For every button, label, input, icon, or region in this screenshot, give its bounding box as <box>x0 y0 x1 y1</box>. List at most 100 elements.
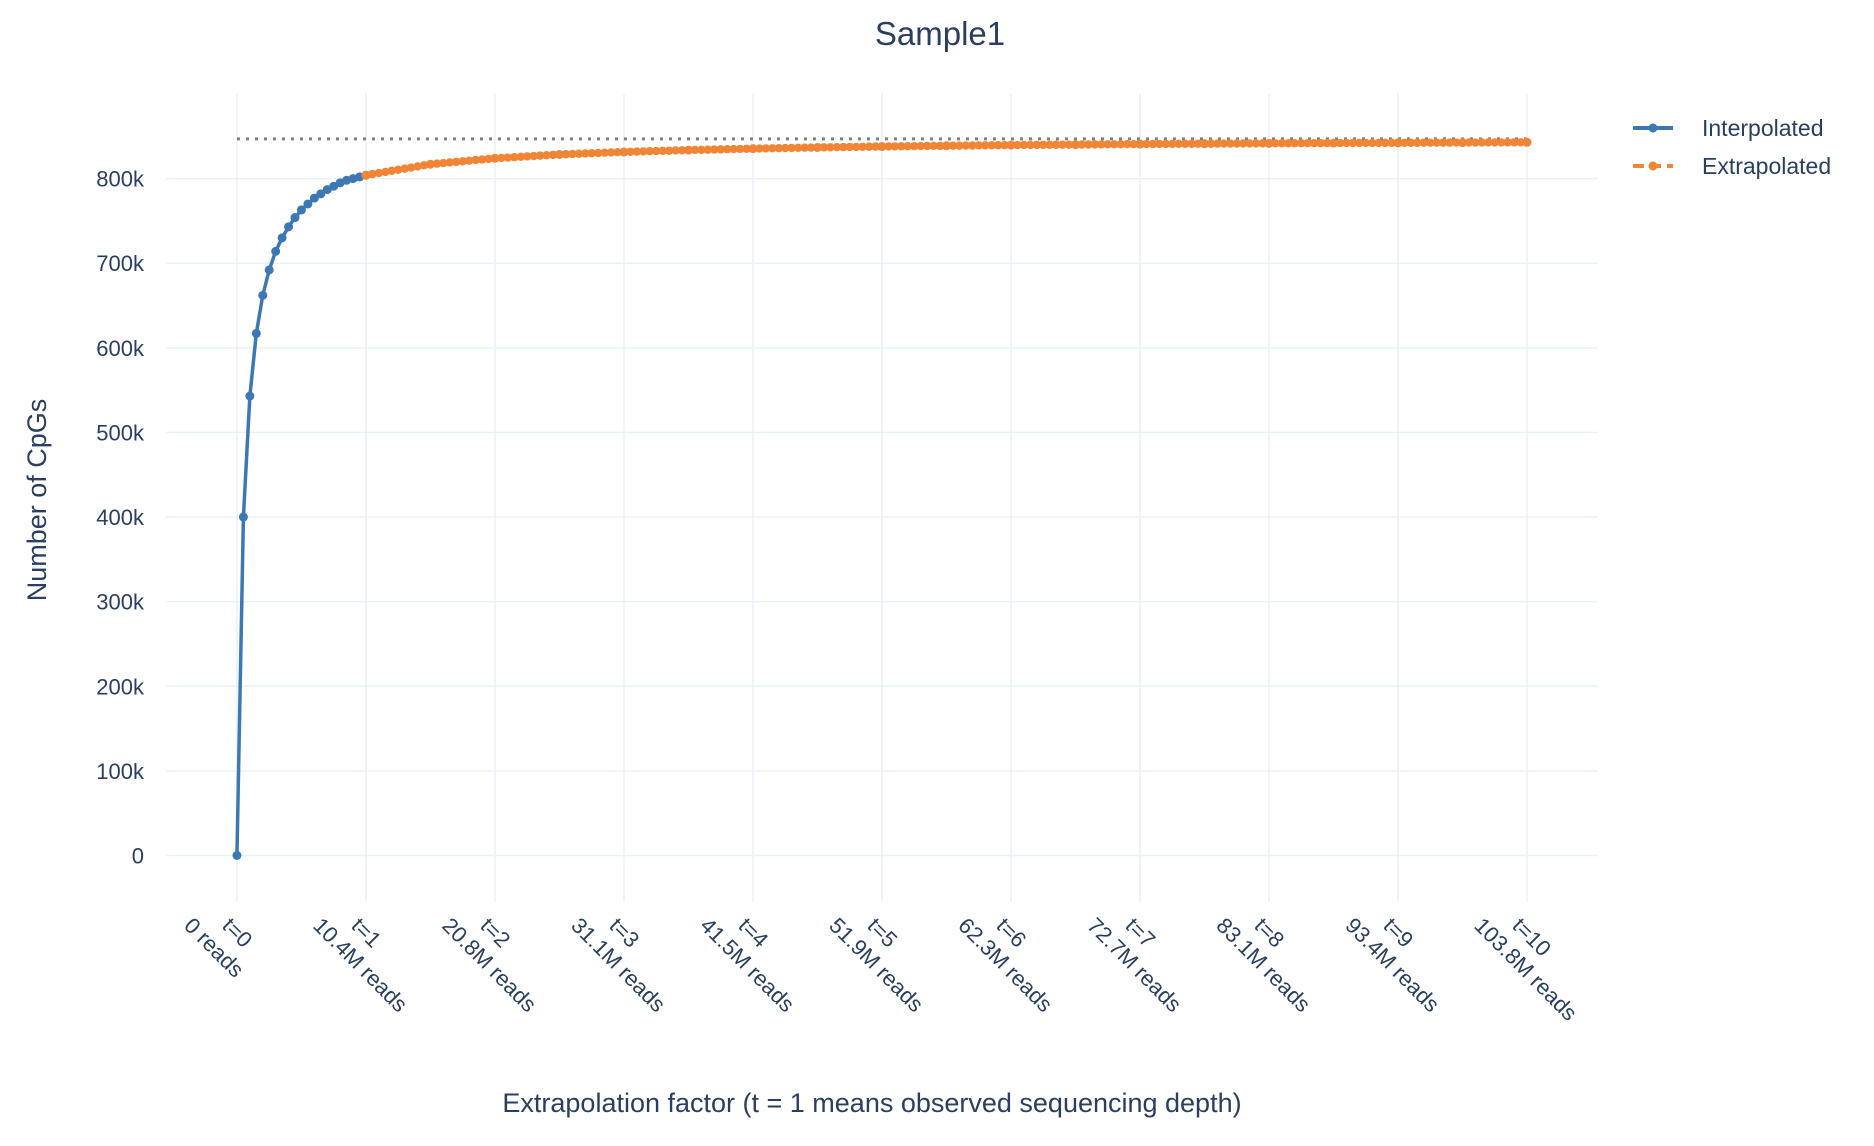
extrapolated-marker <box>987 141 996 150</box>
legend-item-extrapolated[interactable]: Extrapolated <box>1633 153 1831 179</box>
data-point[interactable] <box>296 205 306 215</box>
data-point[interactable] <box>425 159 435 169</box>
extrapolated-marker <box>1322 138 1332 148</box>
extrapolated-marker <box>1226 139 1235 148</box>
x-axis-ticks: t=00 reads t=110.4M reads t=220.8M reads t=… <box>179 913 1582 1026</box>
extrapolated-marker <box>1432 138 1441 147</box>
extrapolated-marker <box>690 145 700 155</box>
extrapolated-marker <box>1193 139 1203 148</box>
data-point[interactable] <box>1264 138 1274 148</box>
data-point[interactable] <box>245 391 255 401</box>
y-tick-label: 600k <box>96 336 145 361</box>
extrapolated-marker <box>864 142 874 151</box>
extrapolated-marker <box>710 145 719 154</box>
extrapolated-marker <box>1426 138 1435 147</box>
extrapolated-marker <box>406 163 416 172</box>
data-point[interactable] <box>1135 139 1145 149</box>
extrapolated-marker <box>897 142 906 151</box>
data-point[interactable] <box>303 199 313 209</box>
data-point[interactable] <box>1458 138 1468 148</box>
y-axis-title: Number of CpGs <box>22 399 52 602</box>
data-point[interactable] <box>251 328 261 338</box>
extrapolated-dense-markers <box>368 138 1525 179</box>
extrapolated-marker <box>1058 140 1067 149</box>
extrapolated-marker <box>606 148 616 157</box>
extrapolated-marker <box>1148 139 1158 149</box>
extrapolated-marker <box>1490 138 1499 147</box>
data-point[interactable] <box>258 290 268 300</box>
extrapolated-marker <box>1180 139 1190 148</box>
extrapolated-marker <box>1380 138 1390 148</box>
data-point[interactable] <box>1329 138 1339 148</box>
extrapolated-marker <box>1187 139 1196 148</box>
extrapolated-marker <box>910 141 919 151</box>
data-point[interactable] <box>490 153 500 163</box>
extrapolated-marker <box>819 143 829 152</box>
data-point[interactable] <box>1393 138 1403 148</box>
series-interpolated <box>232 170 371 860</box>
extrapolated-marker <box>1045 140 1054 149</box>
data-point[interactable] <box>619 147 629 157</box>
extrapolated-marker <box>1239 139 1248 148</box>
data-point[interactable] <box>238 512 248 522</box>
extrapolated-marker <box>1368 138 1377 148</box>
extrapolated-marker <box>1168 139 1177 149</box>
extrapolated-marker <box>1213 139 1222 148</box>
extrapolated-marker <box>1026 140 1035 150</box>
extrapolated-marker <box>671 146 680 155</box>
extrapolated-marker <box>677 146 687 155</box>
data-point[interactable] <box>683 145 693 155</box>
data-point[interactable] <box>1071 140 1081 150</box>
data-point[interactable] <box>232 850 242 860</box>
data-point[interactable] <box>361 170 371 180</box>
extrapolated-marker <box>1110 140 1119 149</box>
extrapolated-marker <box>851 142 861 152</box>
extrapolated-marker <box>787 143 796 153</box>
x-tick-label: t=551.9M reads <box>824 913 928 1017</box>
extrapolated-marker <box>1284 139 1293 148</box>
x-tick-label: t=331.1M reads <box>566 913 670 1017</box>
extrapolated-marker <box>1232 139 1241 148</box>
data-point[interactable] <box>748 144 758 154</box>
data-point[interactable] <box>1522 137 1532 147</box>
data-point[interactable] <box>290 213 300 223</box>
y-tick-label: 500k <box>96 420 145 445</box>
extrapolated-marker <box>1290 139 1300 148</box>
extrapolated-marker <box>374 168 384 178</box>
legend[interactable]: Interpolated Extrapolated <box>1633 115 1831 179</box>
extrapolated-marker <box>1064 140 1074 149</box>
data-point[interactable] <box>812 142 822 152</box>
x-tick-label: t=772.7M reads <box>1082 913 1186 1017</box>
data-point[interactable] <box>309 193 319 203</box>
extrapolated-marker <box>1019 140 1029 150</box>
extrapolated-marker <box>1387 138 1396 148</box>
extrapolated-marker <box>961 141 971 150</box>
legend-label: Extrapolated <box>1702 153 1831 179</box>
extrapolated-marker <box>858 142 867 152</box>
extrapolated-marker <box>639 147 648 156</box>
data-point[interactable] <box>554 149 564 159</box>
data-point[interactable] <box>1200 139 1210 149</box>
data-point[interactable] <box>277 233 287 243</box>
extrapolated-marker <box>1400 138 1409 147</box>
extrapolated-marker <box>400 164 409 173</box>
extrapolated-marker <box>1297 138 1306 148</box>
legend-item-interpolated[interactable]: Interpolated <box>1633 115 1823 141</box>
data-point[interactable] <box>284 222 294 232</box>
data-point[interactable] <box>942 141 952 151</box>
series-line <box>235 173 367 856</box>
data-point[interactable] <box>877 142 887 152</box>
extrapolated-marker <box>884 142 893 151</box>
extrapolated-marker <box>497 153 506 163</box>
extrapolated-marker <box>1361 138 1370 148</box>
data-point[interactable] <box>1006 140 1016 150</box>
x-tick-label: t=993.4M reads <box>1340 913 1444 1017</box>
data-point[interactable] <box>271 246 281 256</box>
series-extrapolated <box>361 137 1532 180</box>
extrapolated-marker <box>1451 138 1461 147</box>
extrapolated-marker <box>903 142 913 151</box>
extrapolated-marker <box>1161 139 1171 149</box>
data-point[interactable] <box>316 189 326 199</box>
extrapolated-marker <box>1039 140 1048 150</box>
data-point[interactable] <box>264 265 274 275</box>
